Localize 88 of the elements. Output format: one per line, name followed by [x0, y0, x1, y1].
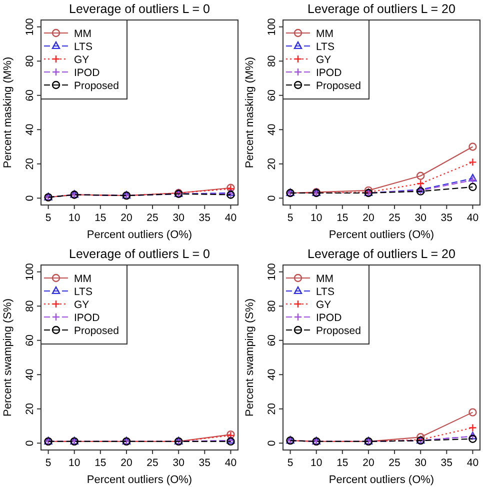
x-tick-label: 10	[68, 457, 80, 469]
y-tick-label: 0	[24, 195, 36, 202]
y-tick-label: 60	[24, 89, 36, 102]
x-tick-label: 25	[146, 457, 159, 469]
y-tick-label: 40	[24, 368, 36, 380]
legend-label: LTS	[316, 41, 334, 53]
x-tick-label: 30	[414, 212, 427, 224]
y-tick-label: 100	[24, 262, 36, 281]
legend-label: MM	[316, 28, 334, 40]
y-tick-label: 20	[266, 402, 278, 415]
y-tick-label: 80	[266, 55, 278, 67]
y-tick-label: 100	[24, 18, 36, 36]
x-tick-label: 30	[414, 457, 427, 469]
legend-label: GY	[74, 299, 90, 311]
y-axis-title: Percent masking (M%)	[244, 56, 256, 168]
x-axis-title: Percent outliers (O%)	[328, 474, 434, 486]
chart-title: Leverage of outliers L = 20	[308, 247, 456, 261]
x-tick-label: 15	[94, 457, 106, 469]
legend-label: GY	[74, 54, 90, 66]
legend-label: LTS	[74, 286, 92, 298]
x-tick-label: 40	[224, 212, 237, 224]
x-tick-label: 5	[287, 212, 294, 224]
legend-label: MM	[74, 273, 92, 285]
y-tick-label: 0	[266, 440, 278, 446]
y-tick-label: 60	[24, 334, 36, 346]
x-tick-label: 35	[198, 457, 211, 469]
chart-title: Leverage of outliers L = 20	[308, 2, 456, 16]
x-tick-label: 15	[336, 457, 348, 469]
y-tick-label: 60	[266, 334, 278, 346]
y-tick-label: 80	[24, 300, 36, 312]
legend-label: GY	[316, 54, 332, 66]
legend-label: IPOD	[316, 312, 342, 324]
y-tick-label: 80	[24, 55, 36, 67]
x-tick-label: 10	[310, 212, 322, 224]
legend-label: IPOD	[74, 67, 100, 79]
x-tick-label: 20	[120, 457, 132, 469]
x-tick-label: 30	[172, 212, 185, 224]
legend-label: Proposed	[74, 80, 120, 92]
x-tick-label: 10	[68, 212, 80, 224]
x-tick-label: 5	[45, 212, 52, 224]
y-tick-label: 0	[266, 195, 278, 202]
y-tick-label: 40	[266, 368, 278, 380]
y-tick-label: 100	[266, 262, 278, 281]
legend-label: GY	[316, 299, 332, 311]
legend-label: MM	[74, 28, 92, 40]
x-axis-title: Percent outliers (O%)	[86, 229, 192, 241]
legend-label: IPOD	[316, 67, 342, 79]
y-tick-label: 60	[266, 89, 278, 102]
y-tick-label: 40	[24, 124, 36, 136]
legend-label: MM	[316, 273, 334, 285]
y-axis-title: Percent masking (M%)	[2, 56, 14, 168]
x-tick-label: 25	[146, 212, 159, 224]
y-tick-label: 20	[24, 158, 36, 170]
y-tick-label: 80	[266, 300, 278, 312]
y-tick-label: 0	[24, 440, 36, 446]
y-tick-label: 40	[266, 124, 278, 136]
x-tick-label: 20	[120, 212, 132, 224]
x-axis-title: Percent outliers (O%)	[328, 229, 434, 241]
x-tick-label: 20	[362, 457, 374, 469]
x-tick-label: 40	[466, 212, 479, 224]
y-axis-title: Percent swamping (S%)	[2, 298, 14, 416]
x-tick-label: 40	[466, 457, 479, 469]
legend-label: Proposed	[316, 80, 362, 92]
x-tick-label: 25	[388, 457, 401, 469]
x-tick-label: 30	[172, 457, 185, 469]
x-tick-label: 40	[224, 457, 237, 469]
x-tick-label: 20	[362, 212, 374, 224]
x-axis-title: Percent outliers (O%)	[86, 474, 192, 486]
y-tick-label: 20	[266, 158, 278, 170]
x-tick-label: 35	[440, 212, 453, 224]
chart-title: Leverage of outliers L = 0	[69, 2, 210, 16]
y-tick-label: 100	[266, 18, 278, 36]
x-tick-label: 25	[388, 212, 401, 224]
x-tick-label: 5	[287, 457, 294, 469]
y-axis-title: Percent swamping (S%)	[244, 298, 256, 416]
y-tick-label: 20	[24, 402, 36, 415]
legend-label: IPOD	[74, 312, 100, 324]
legend-label: Proposed	[74, 325, 120, 337]
x-tick-label: 35	[440, 457, 453, 469]
x-tick-label: 5	[45, 457, 52, 469]
x-tick-label: 10	[310, 457, 322, 469]
chart-title: Leverage of outliers L = 0	[69, 247, 210, 261]
legend-label: LTS	[74, 41, 92, 53]
legend-label: LTS	[316, 286, 334, 298]
legend-label: Proposed	[316, 325, 362, 337]
x-tick-label: 15	[94, 212, 106, 224]
x-tick-label: 35	[198, 212, 211, 224]
x-tick-label: 15	[336, 212, 348, 224]
